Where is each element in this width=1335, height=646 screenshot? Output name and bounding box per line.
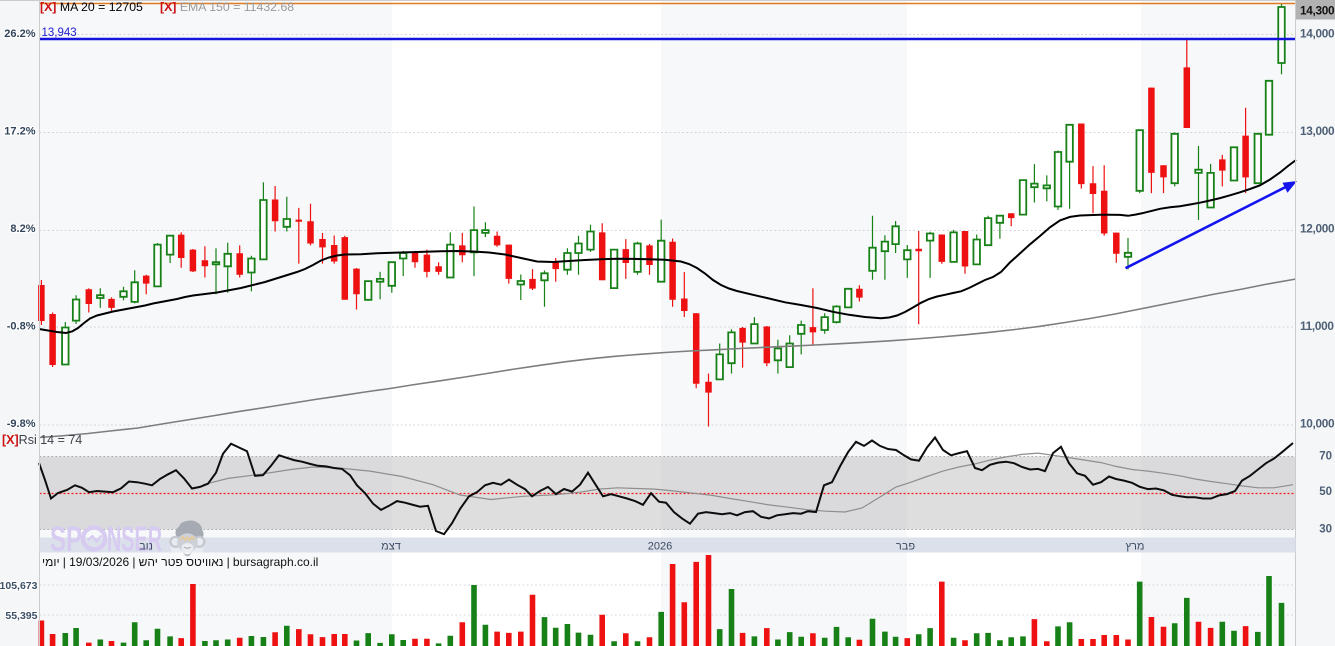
svg-text:30: 30	[1319, 523, 1332, 535]
svg-text:14,300: 14,300	[1300, 4, 1335, 18]
svg-text:מרץ: מרץ	[1126, 541, 1145, 553]
svg-text:17.2%: 17.2%	[4, 126, 35, 138]
svg-text:נוב: נוב	[139, 541, 153, 553]
svg-text:26.2%: 26.2%	[4, 28, 35, 40]
svg-text:14,000: 14,000	[1300, 27, 1335, 41]
svg-text:70: 70	[1319, 451, 1332, 463]
svg-text:-0.8%: -0.8%	[7, 321, 36, 333]
svg-text:10,000: 10,000	[1300, 417, 1335, 431]
svg-text:SP: SP	[50, 520, 82, 559]
svg-text:12,000: 12,000	[1300, 222, 1335, 236]
svg-text:8.2%: 8.2%	[10, 223, 35, 235]
svg-text:13,000: 13,000	[1300, 124, 1335, 138]
svg-text:2026: 2026	[648, 541, 672, 553]
svg-text:פבר: פבר	[896, 541, 915, 553]
svg-text:NSER: NSER	[107, 520, 162, 559]
svg-text:11,000: 11,000	[1300, 319, 1334, 333]
svg-text:-9.8%: -9.8%	[7, 418, 36, 430]
svg-text:דצמ: דצמ	[381, 541, 401, 553]
svg-text:13,943: 13,943	[42, 27, 77, 39]
svg-text:105,673: 105,673	[0, 580, 38, 592]
svg-text:50: 50	[1319, 486, 1332, 498]
svg-text:55,395: 55,395	[5, 610, 37, 622]
